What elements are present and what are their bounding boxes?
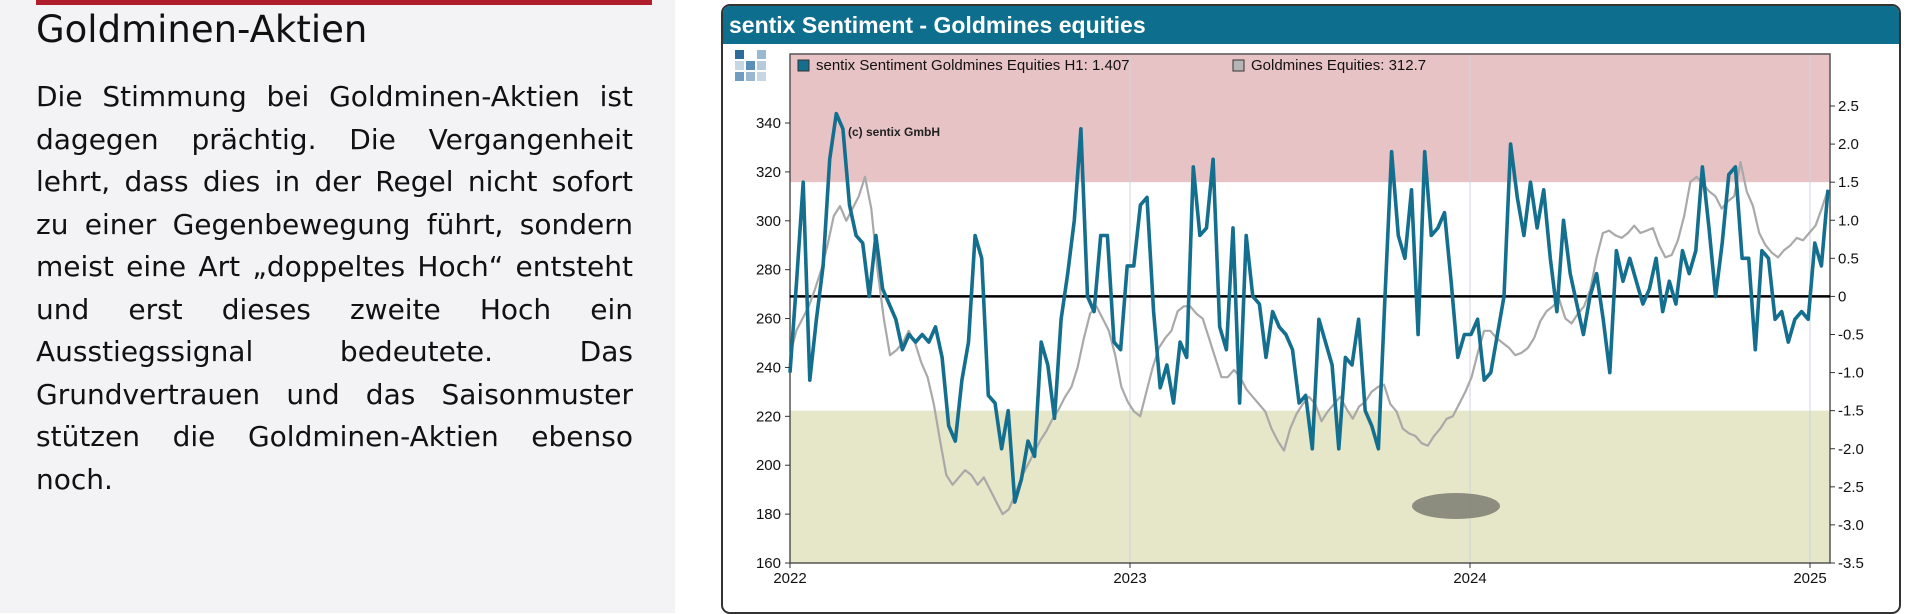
y-right-tick-label: 0.5 (1838, 250, 1859, 267)
y-left-tick-label: 280 (756, 262, 781, 279)
logo-cell (735, 61, 744, 70)
legend-label-goldmines: Goldmines Equities: 312.7 (1251, 57, 1426, 74)
logo-cell (757, 72, 766, 81)
y-right-tick-label: -2.0 (1838, 441, 1864, 458)
legend-swatch-goldmines (1232, 59, 1245, 72)
zone-overbought (790, 54, 1830, 183)
y-right-tick-label: 2.0 (1838, 136, 1859, 153)
y-left-tick-label: 340 (756, 115, 781, 132)
y-left-tick-label: 300 (756, 213, 781, 230)
x-tick-label: 2022 (773, 570, 806, 587)
x-tick-label: 2023 (1113, 570, 1146, 587)
logo-cell (735, 50, 744, 59)
logo-cell (757, 61, 766, 70)
chart-plot: 160 180 200 220 240 260 280 300 320 340 2.5 2.0 1.5 1… (735, 50, 1864, 587)
y-right-tick-label: -1.5 (1838, 403, 1864, 420)
chart-card: sentix Sentiment - Goldmines equities 16… (721, 4, 1901, 614)
y-left-tick-label: 180 (756, 506, 781, 523)
x-tick-label: 2024 (1453, 570, 1486, 587)
y-right-tick-label: 0 (1838, 288, 1846, 305)
y-right-tick-label: -2.5 (1838, 479, 1864, 496)
logo-cell (746, 72, 755, 81)
series-line-sentiment (788, 111, 1830, 504)
chart-title: sentix Sentiment - Goldmines equities (729, 11, 1146, 38)
article-panel: Goldminen-Aktien Die Stimmung bei Goldmi… (0, 0, 675, 613)
sentix-logo-icon (735, 50, 766, 81)
y-right-tick-label: -3.0 (1838, 517, 1864, 534)
logo-cell (757, 50, 766, 59)
legend-swatch-sentiment (797, 59, 810, 72)
legend-label-sentiment: sentix Sentiment Goldmines Equities H1: … (816, 57, 1130, 74)
x-tick-label: 2025 (1793, 570, 1826, 587)
y-right-tick-label: -0.5 (1838, 327, 1864, 344)
y-right-tick-label: 2.5 (1838, 98, 1859, 115)
series-line-goldmines (788, 161, 1830, 516)
copyright-label: (c) sentix GmbH (848, 125, 940, 139)
y-right-tick-label: 1.5 (1838, 174, 1859, 191)
y-left-tick-label: 200 (756, 457, 781, 474)
y-left-tick-label: 220 (756, 408, 781, 425)
y-left-tick-label: 240 (756, 359, 781, 376)
y-right-tick-label: -1.0 (1838, 365, 1864, 382)
accent-bar (36, 0, 652, 5)
smudge-mark (1412, 493, 1500, 519)
chart-header: sentix Sentiment - Goldmines equities (723, 6, 1899, 44)
y-left-tick-label: 320 (756, 164, 781, 181)
y-left-tick-label: 260 (756, 311, 781, 328)
logo-cell (746, 61, 755, 70)
y-left-tick-label: 160 (756, 555, 781, 572)
plot-border (789, 53, 1831, 564)
y-right-tick-label: -3.5 (1838, 555, 1864, 572)
logo-cell (735, 72, 744, 81)
y-right-tick-label: 1.0 (1838, 212, 1859, 229)
article-heading: Goldminen-Aktien (36, 8, 368, 51)
article-paragraph: Die Stimmung bei Goldminen-Aktien ist da… (36, 80, 633, 496)
